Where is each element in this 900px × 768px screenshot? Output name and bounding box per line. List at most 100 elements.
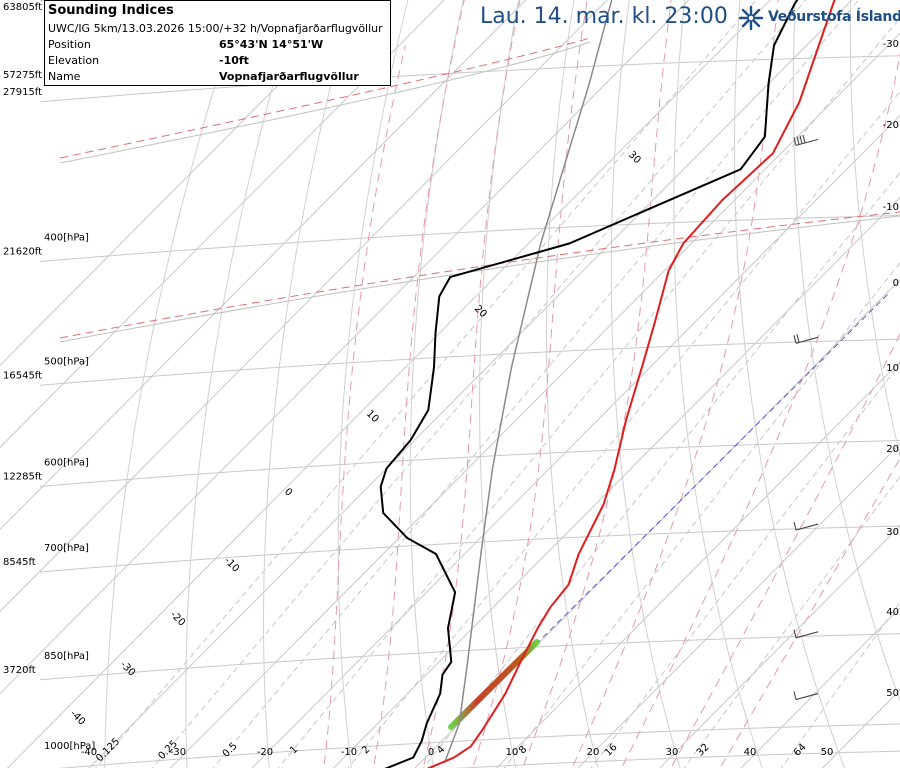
isotherm-line [740,607,900,768]
isotherm-label: -30 [118,659,137,678]
altitude-label: 8545ft [3,557,36,568]
moist-adiabat-line [323,45,406,768]
isotherm-line [251,114,900,768]
dry-adiabat-line [545,0,599,768]
right-temp-label: 40 [886,607,899,618]
mixing-ratio-line [277,17,900,768]
altitude-label: 27915ft [3,87,42,98]
right-temp-label: -20 [883,120,899,131]
pressure-label: 1000[hPa] [44,741,95,752]
right-temp-label: 50 [886,688,899,699]
bottom-temp-label: 40 [744,747,757,758]
dewpoint-profile [379,0,799,768]
dry-adiabat-line [673,0,763,768]
isobar-line [39,525,900,573]
moist-adiabat-line [670,333,900,768]
dry-adiabat-line [337,0,409,768]
mixing-ratio-line [683,475,900,768]
sounding-info-box: Sounding Indices UWC/IG 5km/13.03.2026 1… [44,0,391,86]
wind-barb [793,134,819,146]
wind-barb-flag [793,629,797,638]
wind-barb-staff [795,523,819,531]
bottom-temp-label: 30 [666,747,679,758]
isobar-line [58,723,900,768]
altitude-label: 21620ft [3,246,42,257]
mixing-ratio-line [347,90,900,768]
isobar-lines [39,0,900,768]
dry-adiabat-line [610,0,681,768]
parcel-line [443,0,613,764]
temperature-profile [426,0,836,768]
tropopause-lines [59,37,900,343]
isobar-line [39,215,900,262]
snowflake-icon [738,5,764,31]
temperature-line [426,0,836,768]
isotherm-line [332,196,900,768]
dry-adiabat-line [849,0,900,458]
isotherm-label: 10 [364,408,381,425]
altitude-label: 3720ft [3,665,36,676]
tropopause-line [59,41,591,164]
isotherm-line [169,32,900,768]
wind-barb-staff [795,138,819,146]
right-temp-label: 20 [886,444,899,455]
altitude-label: 63805ft [3,2,42,13]
pressure-label: 700[hPa] [44,543,89,554]
info-value: 65°43'N 14°51'W [219,38,324,51]
pressure-label: 850[hPa] [44,651,89,662]
mixing-ratio-line [152,0,807,768]
isotherm-label: -20 [168,609,187,628]
valid-time: Lau. 14. mar. kl. 23:00 [480,4,728,29]
mixing-ratio-line [422,171,900,768]
pressure-label: 400[hPa] [44,232,89,243]
wind-barb-flag [793,521,797,531]
dry-adiabat-line [733,0,845,768]
isotherm-line [495,361,900,768]
bottom-temp-label: 10 [506,747,519,758]
info-title: Sounding Indices [48,3,174,18]
wind-barb-staff [795,693,819,701]
dry-adiabat-line [479,0,520,768]
isotherm-line [88,0,853,768]
info-label: Name [48,70,81,83]
right-temp-label: 30 [886,527,899,538]
right-temp-label: 10 [886,363,899,374]
right-temp-label: 0 [893,278,899,289]
right-temp-label: -10 [883,202,899,213]
moist-adiabat-line [472,0,588,768]
mixing-ratio-line [503,262,900,768]
isobar-line [39,440,900,487]
mixing-ratio-line [212,0,860,768]
isotherm-line [577,443,900,768]
dewpoint-line [379,0,799,768]
isobar-line [39,633,900,681]
brand-name: Veðurstofa Íslands [768,9,900,25]
isobar-line [39,338,900,386]
dry-adiabats [104,0,900,768]
wind-barb-flag [799,135,803,144]
isotherm-label: 0 [282,486,294,498]
mixing-ratio-label: 8 [517,744,529,756]
isotherm-label: -40 [68,708,87,727]
bottom-temp-label: -20 [257,747,273,758]
moist-adiabat-line [719,457,900,768]
mixing-ratio-label: 64 [792,742,809,759]
info-value: -10ft [219,54,249,67]
dry-adiabat-line [262,0,354,768]
brand-logo: Veðurstofa Íslands [738,5,900,31]
dry-adiabat-line [792,0,900,702]
wind-barb-flag [796,136,800,145]
info-label: Position [48,38,91,51]
right-temp-label: -30 [883,39,899,50]
wind-barb [793,334,819,344]
bottom-temp-label: -30 [170,747,186,758]
isotherm-line [658,525,900,768]
info-value: Vopnafjarðarflugvöllur [219,70,359,83]
wind-barb-flag [793,691,797,700]
